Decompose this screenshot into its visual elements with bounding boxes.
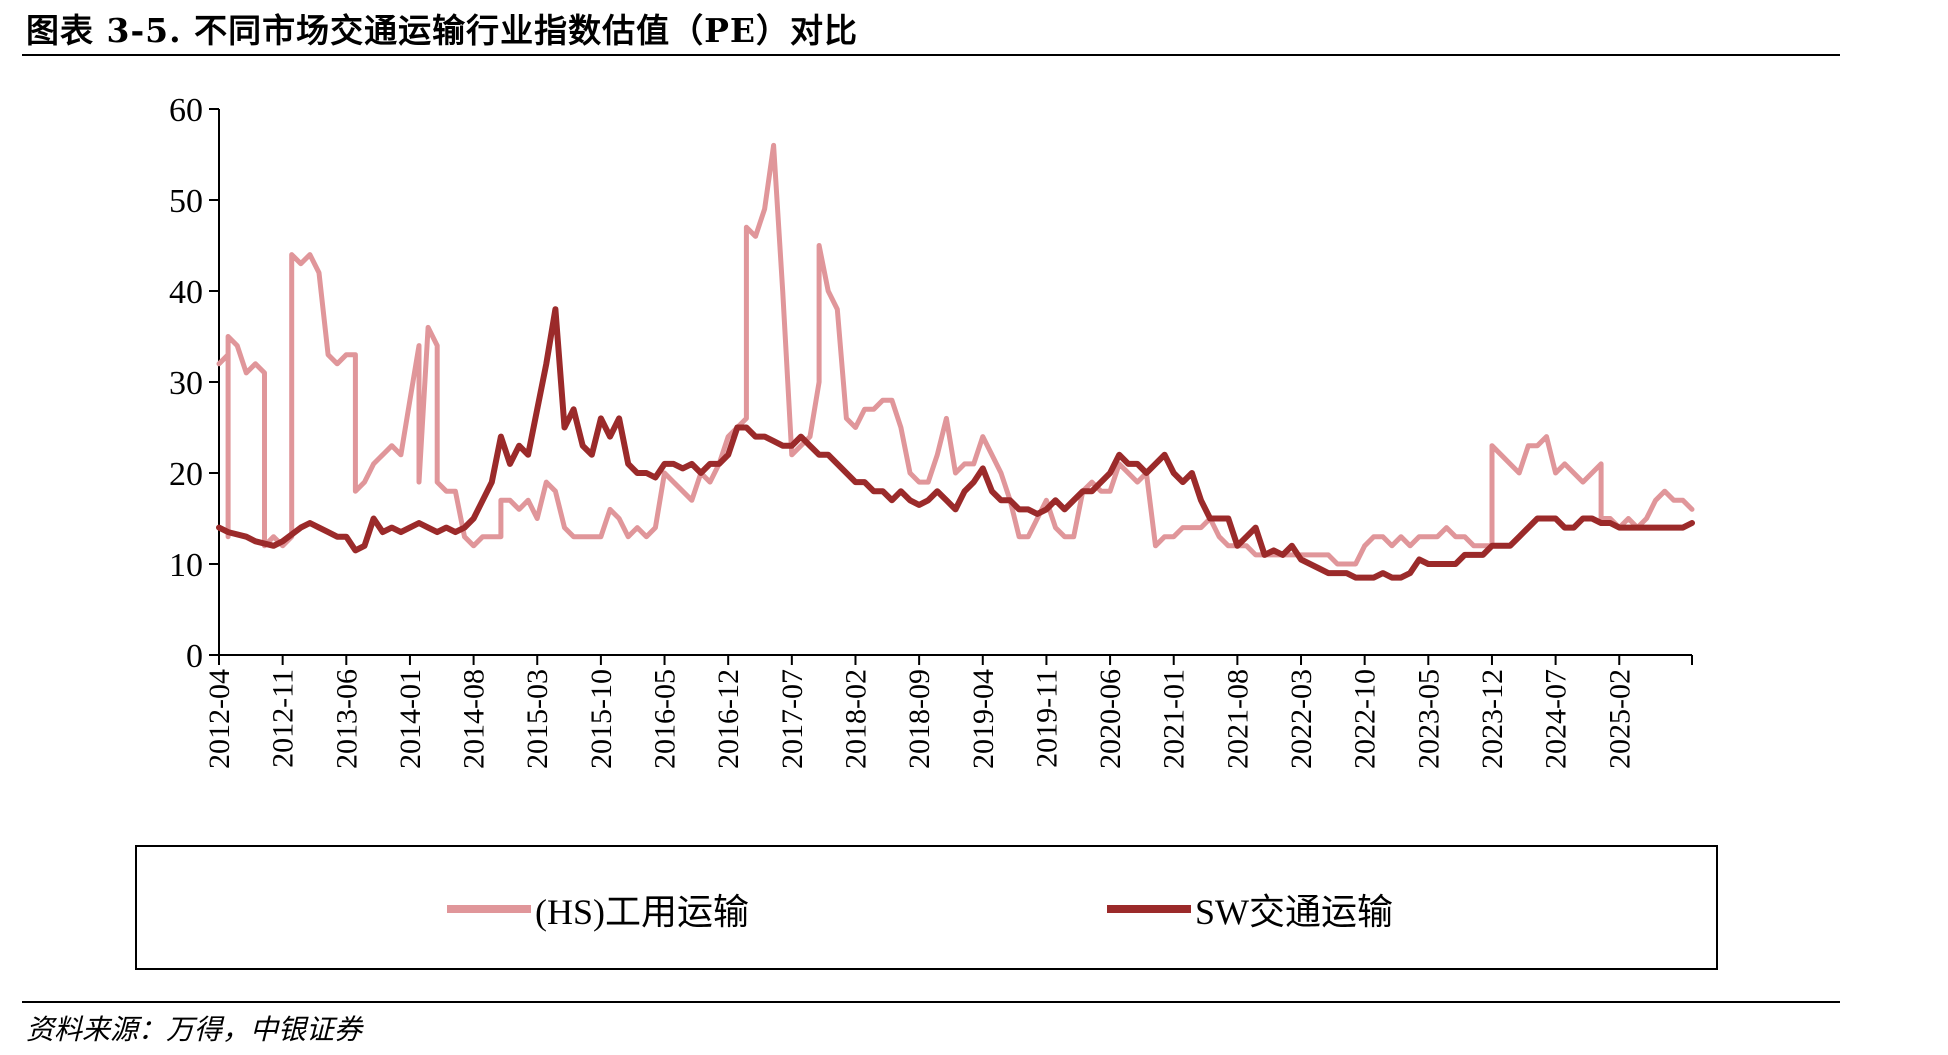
title-divider bbox=[22, 54, 1840, 56]
y-tick-label: 40 bbox=[169, 274, 203, 311]
x-tick-label: 2017-07 bbox=[776, 669, 809, 769]
series-line-sw bbox=[216, 306, 1695, 581]
x-tick-label: 2016-05 bbox=[649, 669, 682, 769]
chart-axes: 0 10 20 30 40 50 60 2012-04 2012-11 2013-06 2014-0… bbox=[169, 92, 1693, 769]
chart-title: 图表 3-5. 不同市场交通运输行业指数估值（PE）对比 bbox=[26, 11, 859, 50]
x-tick-label: 2020-06 bbox=[1094, 669, 1127, 769]
legend-item-hs: (HS)工用运输 bbox=[447, 889, 749, 932]
x-tick-label: 2014-08 bbox=[458, 669, 491, 769]
x-tick-label: 2016-12 bbox=[712, 669, 745, 769]
x-tick-label: 2024-07 bbox=[1540, 669, 1573, 769]
y-tick-label: 10 bbox=[169, 547, 203, 584]
pe-comparison-chart: 0 10 20 30 40 50 60 2012-04 2012-11 2013-06 2014-0… bbox=[169, 92, 1695, 769]
x-tick-label: 2015-10 bbox=[585, 669, 618, 769]
x-tick-label: 2023-12 bbox=[1476, 669, 1509, 769]
x-tick-label: 2023-05 bbox=[1412, 669, 1445, 769]
y-tick-label: 50 bbox=[169, 183, 203, 220]
legend-label-sw: SW交通运输 bbox=[1195, 892, 1394, 932]
x-tick-label: 2019-11 bbox=[1030, 669, 1063, 768]
source-divider bbox=[22, 1001, 1840, 1003]
legend-item-sw: SW交通运输 bbox=[1107, 889, 1393, 932]
y-tick-label: 0 bbox=[186, 638, 203, 675]
x-tick-label: 2025-02 bbox=[1603, 669, 1636, 769]
x-tick-label: 2014-01 bbox=[394, 669, 427, 769]
x-tick-label: 2018-02 bbox=[839, 669, 872, 769]
x-tick-label: 2012-04 bbox=[203, 669, 236, 769]
series-line-hs bbox=[216, 142, 1695, 567]
y-tick-label: 20 bbox=[169, 456, 203, 493]
x-tick-label: 2019-04 bbox=[967, 669, 1000, 769]
legend: (HS)工用运输 SW交通运输 bbox=[135, 845, 1718, 970]
x-tick-label: 2022-03 bbox=[1285, 669, 1318, 769]
legend-swatch-sw bbox=[1107, 905, 1191, 913]
source-note: 资料来源：万得，中银证券 bbox=[26, 1013, 363, 1046]
x-tick-label: 2021-01 bbox=[1158, 669, 1191, 769]
y-tick-label: 60 bbox=[169, 92, 203, 129]
legend-label-hs: (HS)工用运输 bbox=[535, 892, 749, 932]
legend-swatch-hs bbox=[447, 905, 531, 913]
y-tick-label: 30 bbox=[169, 365, 203, 402]
x-tick-label: 2015-03 bbox=[521, 669, 554, 769]
chart-series bbox=[216, 142, 1695, 581]
x-tick-label: 2022-10 bbox=[1349, 669, 1382, 769]
x-tick-label: 2021-08 bbox=[1221, 669, 1254, 769]
x-tick-label: 2012-11 bbox=[267, 669, 300, 768]
x-tick-label: 2018-09 bbox=[903, 669, 936, 769]
x-tick-label: 2013-06 bbox=[330, 669, 363, 769]
